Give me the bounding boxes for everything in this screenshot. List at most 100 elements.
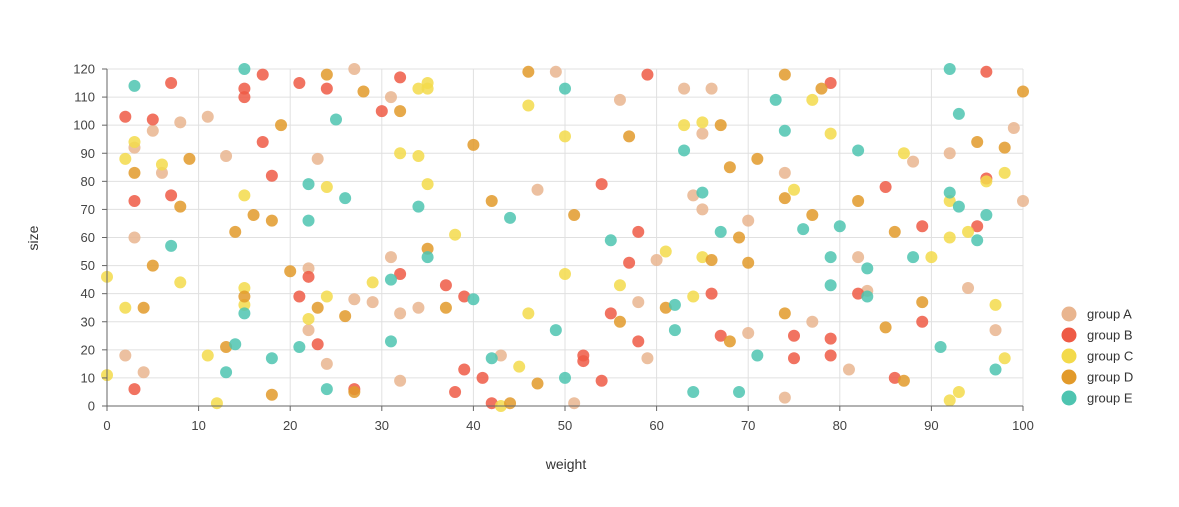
data-point[interactable] [641, 68, 654, 81]
data-point[interactable] [907, 251, 920, 264]
data-point[interactable] [265, 388, 278, 401]
data-point[interactable] [394, 147, 407, 160]
data-point[interactable] [971, 220, 984, 233]
data-point[interactable] [623, 256, 636, 269]
data-point[interactable] [467, 293, 480, 306]
data-point[interactable] [934, 341, 947, 354]
data-point[interactable] [751, 152, 764, 165]
data-point[interactable] [531, 183, 544, 196]
data-point[interactable] [238, 82, 251, 95]
data-point[interactable] [989, 298, 1002, 311]
data-point[interactable] [888, 371, 901, 384]
data-point[interactable] [238, 290, 251, 303]
data-point[interactable] [522, 65, 535, 78]
data-point[interactable] [962, 282, 975, 295]
data-point[interactable] [568, 397, 581, 410]
data-point[interactable] [852, 144, 865, 157]
data-point[interactable] [119, 110, 132, 123]
data-point[interactable] [797, 223, 810, 236]
data-point[interactable] [778, 391, 791, 404]
data-point[interactable] [998, 352, 1011, 365]
legend-item[interactable]: group D [1061, 369, 1134, 385]
data-point[interactable] [989, 324, 1002, 337]
data-point[interactable] [980, 65, 993, 78]
data-point[interactable] [806, 93, 819, 106]
data-point[interactable] [155, 166, 168, 179]
data-point[interactable] [852, 251, 865, 264]
data-point[interactable] [201, 110, 214, 123]
data-point[interactable] [678, 82, 691, 95]
data-point[interactable] [723, 335, 736, 348]
data-point[interactable] [421, 178, 434, 191]
data-point[interactable] [330, 113, 342, 126]
data-point[interactable] [1007, 121, 1020, 134]
data-point[interactable] [916, 220, 929, 233]
data-point[interactable] [229, 338, 242, 351]
data-point[interactable] [128, 194, 141, 207]
data-point[interactable] [320, 82, 333, 95]
data-point[interactable] [778, 124, 791, 137]
data-point[interactable] [687, 189, 700, 202]
data-point[interactable] [824, 127, 837, 140]
data-point[interactable] [604, 307, 617, 320]
data-point[interactable] [632, 296, 645, 309]
data-point[interactable] [852, 287, 865, 300]
data-point[interactable] [952, 107, 965, 120]
data-point[interactable] [778, 68, 791, 81]
data-point[interactable] [723, 161, 736, 174]
data-point[interactable] [394, 374, 407, 387]
data-point[interactable] [412, 82, 425, 95]
data-point[interactable] [183, 152, 196, 165]
data-point[interactable] [201, 349, 214, 362]
data-point[interactable] [659, 301, 672, 314]
data-point[interactable] [421, 82, 434, 95]
data-point[interactable] [678, 119, 691, 132]
data-point[interactable] [412, 150, 425, 163]
data-point[interactable] [128, 136, 141, 149]
data-point[interactable] [861, 290, 874, 303]
data-point[interactable] [788, 183, 800, 196]
data-point[interactable] [458, 290, 471, 303]
data-point[interactable] [375, 105, 388, 118]
data-point[interactable] [971, 136, 984, 149]
data-point[interactable] [348, 63, 361, 75]
data-point[interactable] [705, 287, 718, 300]
data-point[interactable] [678, 144, 691, 157]
data-point[interactable] [119, 349, 132, 362]
data-point[interactable] [815, 82, 828, 95]
data-point[interactable] [824, 251, 837, 264]
data-point[interactable] [394, 71, 407, 84]
data-point[interactable] [293, 77, 306, 90]
data-point[interactable] [119, 152, 132, 165]
data-point[interactable] [320, 180, 333, 193]
data-point[interactable] [320, 383, 333, 396]
data-point[interactable] [705, 253, 718, 266]
data-point[interactable] [339, 192, 352, 205]
data-point[interactable] [229, 225, 242, 238]
data-point[interactable] [788, 352, 800, 365]
data-point[interactable] [989, 363, 1002, 376]
data-point[interactable] [311, 338, 324, 351]
data-point[interactable] [449, 228, 462, 241]
data-point[interactable] [384, 273, 397, 286]
data-point[interactable] [577, 349, 590, 362]
data-point[interactable] [659, 245, 672, 258]
data-point[interactable] [687, 290, 700, 303]
data-point[interactable] [357, 85, 370, 98]
data-point[interactable] [265, 352, 278, 365]
data-point[interactable] [943, 186, 956, 199]
data-point[interactable] [238, 298, 251, 311]
data-point[interactable] [696, 251, 709, 264]
data-point[interactable] [128, 231, 141, 244]
data-point[interactable] [632, 225, 645, 238]
data-point[interactable] [238, 189, 251, 202]
data-point[interactable] [742, 326, 755, 339]
data-point[interactable] [824, 77, 837, 90]
data-point[interactable] [925, 251, 938, 264]
data-point[interactable] [302, 214, 315, 227]
data-point[interactable] [220, 341, 233, 354]
data-point[interactable] [421, 251, 434, 264]
data-point[interactable] [778, 192, 791, 205]
data-point[interactable] [238, 91, 251, 104]
data-point[interactable] [137, 366, 150, 379]
